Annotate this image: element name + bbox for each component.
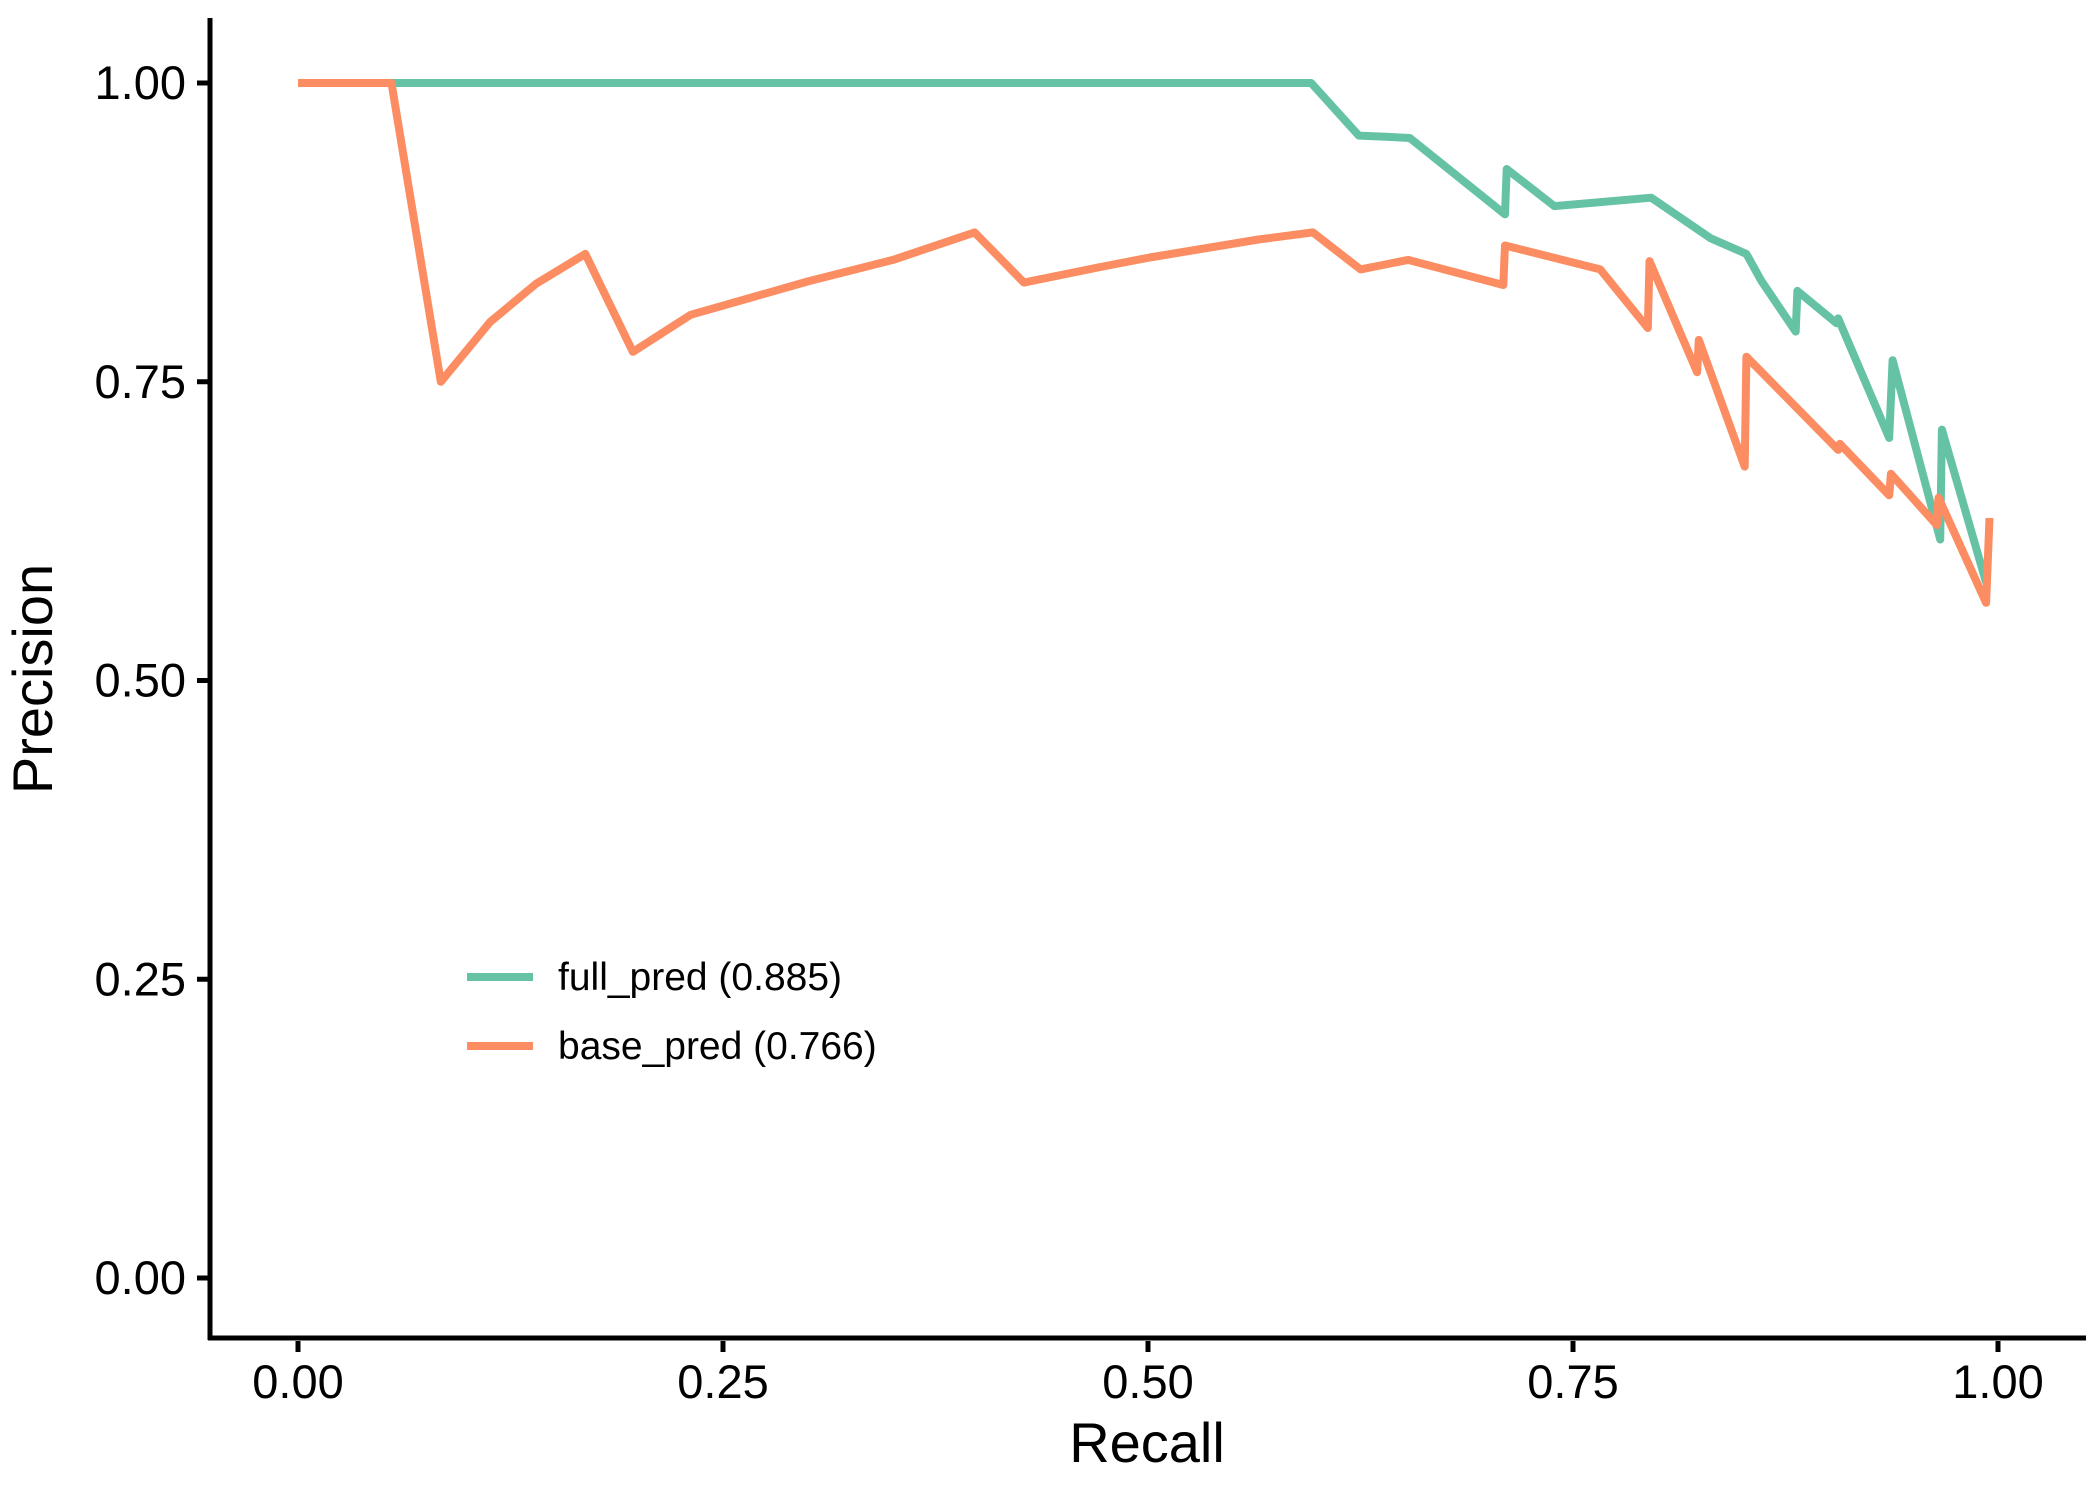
curve-full_pred xyxy=(298,79,1990,584)
x-tick-label: 0.00 xyxy=(252,1355,343,1408)
y-tick-label: 0.00 xyxy=(95,1251,186,1304)
x-axis-title: Recall xyxy=(1069,1411,1225,1474)
legend-label-full_pred: full_pred (0.885) xyxy=(558,956,842,999)
y-axis-ticks: 0.00 0.25 0.50 0.75 1.00 xyxy=(95,56,208,1304)
y-tick-label: 1.00 xyxy=(95,56,186,109)
series-curves xyxy=(298,79,1994,607)
x-tick-label: 0.75 xyxy=(1527,1355,1618,1408)
legend: full_pred (0.885) base_pred (0.766) xyxy=(467,956,877,1068)
curve-base_pred xyxy=(298,79,1994,607)
x-tick-label: 1.00 xyxy=(1952,1355,2043,1408)
y-tick-label: 0.75 xyxy=(95,355,186,408)
x-tick-label: 0.50 xyxy=(1102,1355,1193,1408)
y-tick-label: 0.50 xyxy=(95,654,186,707)
y-tick-label: 0.25 xyxy=(95,952,186,1005)
legend-label-base_pred: base_pred (0.766) xyxy=(558,1025,877,1068)
x-axis-ticks: 0.00 0.25 0.50 0.75 1.00 xyxy=(252,1341,2044,1408)
y-axis-title: Precision xyxy=(1,564,64,794)
x-tick-label: 0.25 xyxy=(677,1355,768,1408)
